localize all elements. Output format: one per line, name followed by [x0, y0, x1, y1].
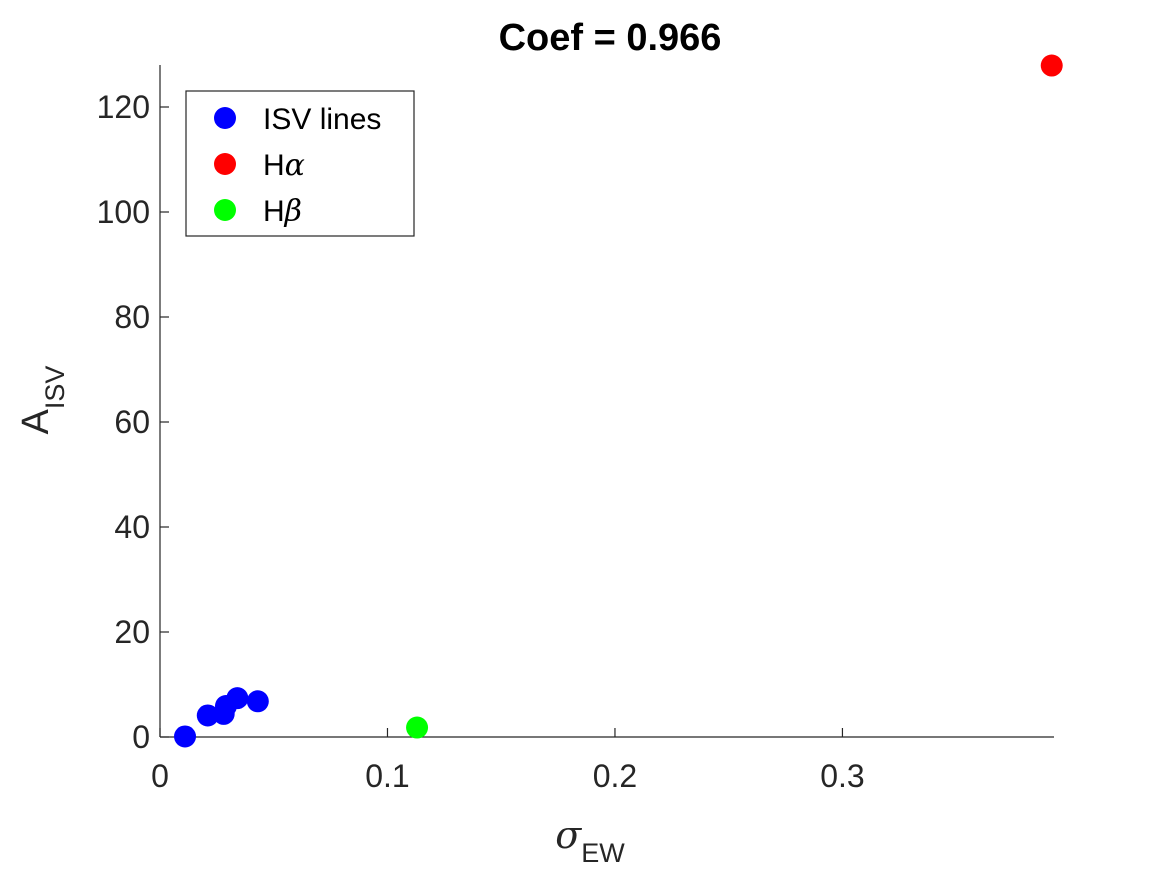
chart-title: Coef = 0.966 [499, 17, 722, 59]
legend-label-main: H [263, 149, 285, 182]
y-axis-label-sub: ISV [40, 366, 70, 410]
y-tick-label: 40 [114, 509, 150, 545]
y-tick-label: 120 [97, 89, 150, 125]
data-point [174, 725, 197, 748]
legend-label: ISV lines [263, 103, 381, 136]
x-axis-label: σEW [555, 813, 625, 868]
x-tick-label: 0 [151, 758, 169, 794]
y-tick-label: 0 [132, 719, 150, 755]
y-tick-label: 100 [97, 194, 150, 230]
x-tick-label: 0.1 [365, 758, 409, 794]
axes: 0 0.1 0.2 0.3 0 20 40 60 80 100 120 [97, 65, 1054, 794]
legend-label: Hα [263, 148, 305, 183]
data-point [196, 704, 219, 727]
data-point [246, 690, 269, 713]
data-point [406, 716, 429, 739]
legend-label-main: H [263, 195, 285, 228]
y-tick-label: 80 [114, 299, 150, 335]
x-axis-label-sub: EW [581, 838, 625, 868]
legend-marker [214, 107, 236, 129]
legend-label-greek: α [285, 148, 305, 183]
data-point [1040, 54, 1063, 77]
legend-label-main: ISV lines [263, 103, 381, 136]
data-points [174, 54, 1063, 748]
data-point [226, 687, 249, 710]
legend-marker [214, 153, 236, 175]
legend-label-greek: β [284, 194, 302, 229]
legend-marker [214, 199, 236, 221]
x-axis-label-main: σ [555, 813, 582, 857]
y-axis-label: AISV [15, 366, 70, 435]
legend-label: Hβ [263, 194, 302, 229]
y-tick-label: 20 [114, 614, 150, 650]
y-tick-label: 60 [114, 404, 150, 440]
y-axis-label-main: A [15, 408, 57, 434]
x-tick-label: 0.2 [593, 758, 637, 794]
x-tick-label: 0.3 [820, 758, 864, 794]
